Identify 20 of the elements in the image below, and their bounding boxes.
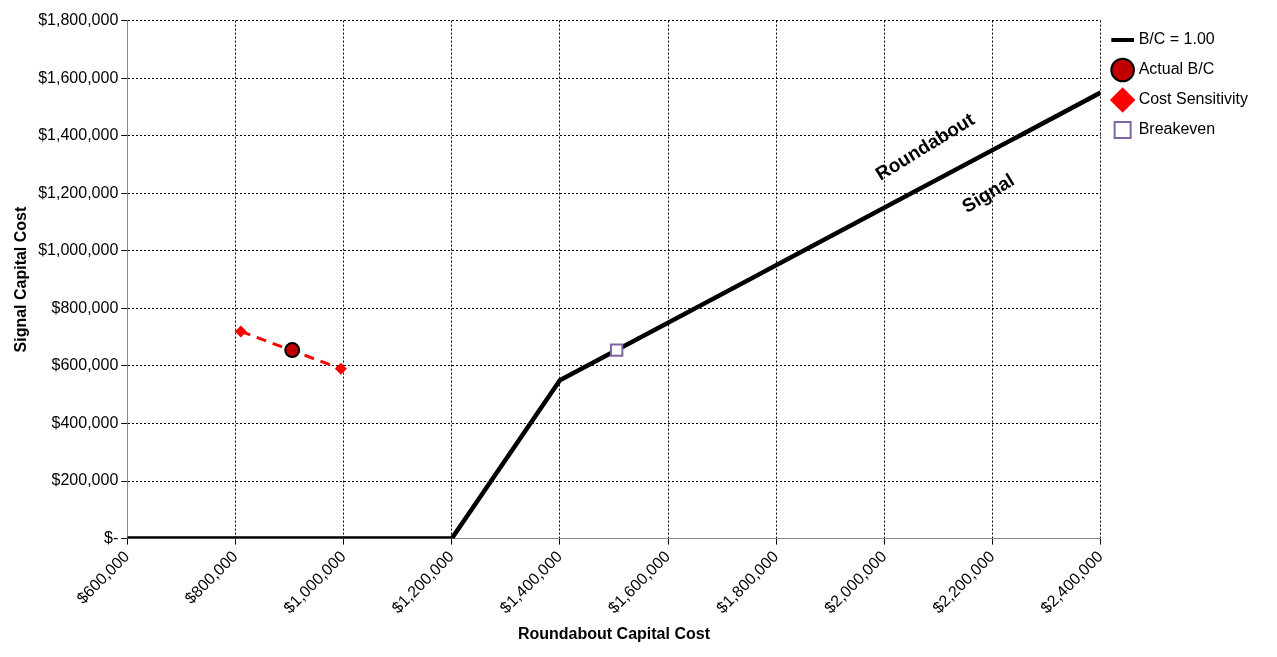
point: [334, 362, 347, 375]
x-axis-title: Roundabout Capital Cost: [517, 624, 711, 642]
y-tick-label: $1,400,000: [38, 126, 119, 144]
y-tick-label: $600,000: [51, 356, 119, 374]
point: [610, 343, 624, 357]
legend-label: Breakeven: [1138, 120, 1216, 138]
y-tick-label: $1,000,000: [38, 241, 119, 259]
legend-label: Cost Sensitivity: [1138, 90, 1249, 108]
legend-label: B/C = 1.00: [1138, 30, 1215, 48]
y-tick-label: $800,000: [51, 298, 119, 316]
y-tick-label: $1,800,000: [38, 11, 119, 29]
y-tick-label: $-: [104, 529, 119, 547]
point: [234, 325, 247, 338]
y-tick-label: $400,000: [51, 413, 119, 431]
y-tick-label: $1,200,000: [38, 183, 119, 201]
legend-label: Actual B/C: [1138, 60, 1215, 78]
point: [284, 342, 301, 359]
y-tick-label: $200,000: [51, 471, 119, 489]
y-tick-label: $1,600,000: [38, 68, 119, 86]
y-axis-title: Signal Capital Cost: [12, 206, 30, 353]
